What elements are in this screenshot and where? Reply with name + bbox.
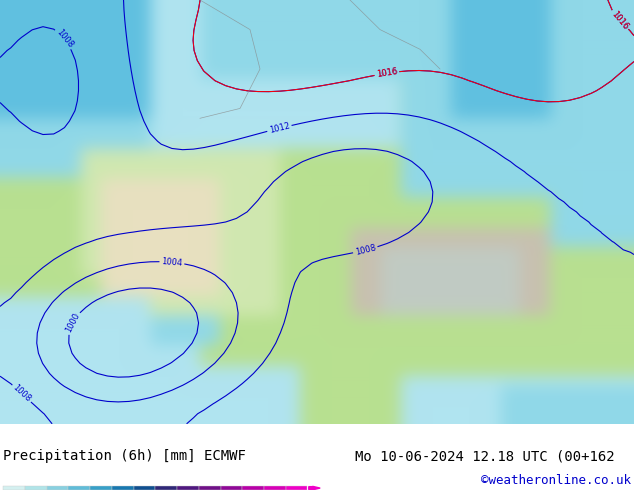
Text: ©weatheronline.co.uk: ©weatheronline.co.uk [481,474,631,487]
Bar [47,487,68,490]
Text: 1016: 1016 [609,9,630,31]
Bar [242,487,264,490]
Text: 1004: 1004 [161,257,183,268]
Text: 1008: 1008 [11,383,32,404]
Text: Precipitation (6h) [mm] ECMWF: Precipitation (6h) [mm] ECMWF [3,449,246,464]
Bar [264,487,286,490]
Bar [199,487,221,490]
Bar [221,487,242,490]
Text: Mo 10-06-2024 12.18 UTC (00+162: Mo 10-06-2024 12.18 UTC (00+162 [355,449,615,464]
Bar [286,487,307,490]
Text: 1016: 1016 [376,67,398,79]
Bar [134,487,155,490]
Bar [155,487,177,490]
Bar [177,487,199,490]
Text: 1016: 1016 [609,9,630,31]
Bar [3,487,25,490]
Bar [112,487,134,490]
Text: 1012: 1012 [268,122,290,135]
FancyArrow shape [309,487,320,490]
Bar [68,487,90,490]
Text: 1016: 1016 [376,67,398,79]
Bar [25,487,47,490]
Text: 1000: 1000 [64,312,81,334]
Text: 1008: 1008 [354,243,377,257]
Text: 1008: 1008 [55,27,75,49]
Bar [90,487,112,490]
